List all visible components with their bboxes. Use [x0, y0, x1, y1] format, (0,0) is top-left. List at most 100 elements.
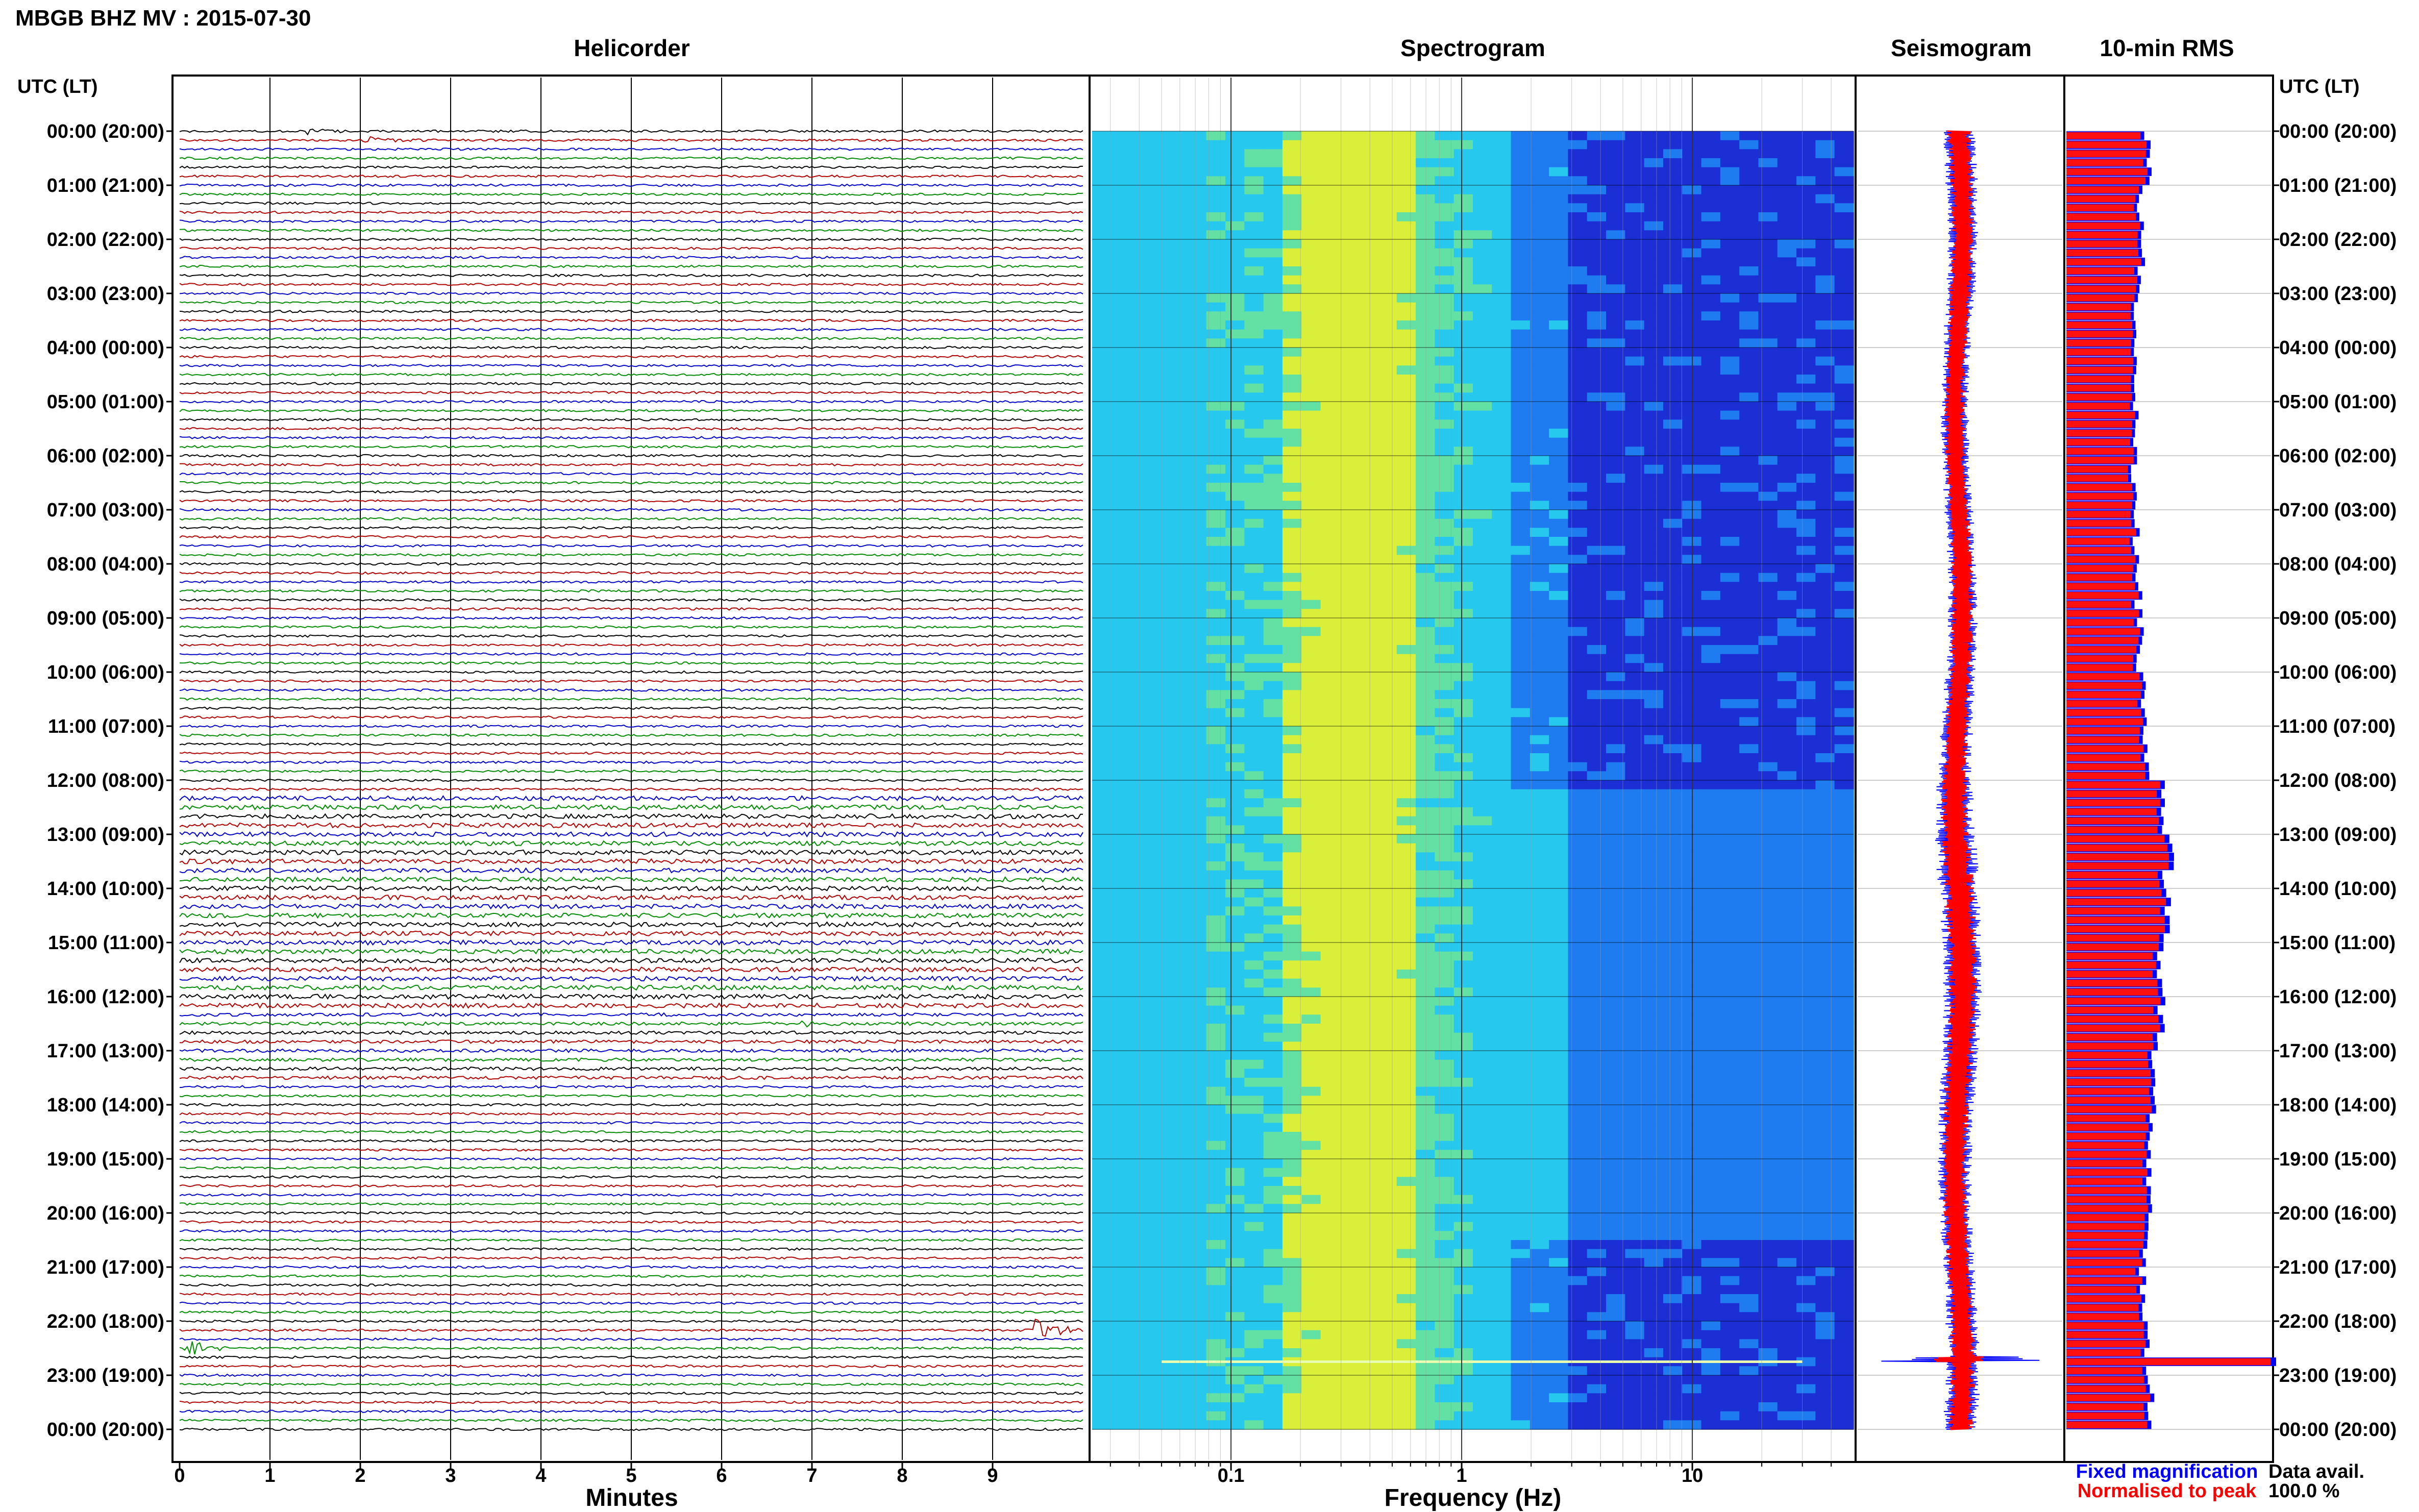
spectrogram-cell [1435, 167, 1454, 177]
spectrogram-cell [1473, 861, 1493, 871]
spectrogram-cell [1796, 879, 1816, 889]
spectrogram-cell [1663, 978, 1683, 988]
spectrogram-cell [1473, 1096, 1493, 1105]
helicorder-trace [179, 373, 1083, 377]
spectrogram-cell [1130, 1159, 1150, 1169]
spectrogram-cell [1396, 402, 1416, 411]
helicorder-trace [179, 499, 1083, 503]
spectrogram-cell [1301, 897, 1321, 907]
spectrogram-cell [1644, 582, 1664, 591]
spectrogram-cell [1758, 663, 1778, 673]
spectrogram-cell [1644, 852, 1664, 862]
spectrogram-cell [1168, 221, 1188, 231]
spectrogram-cell [1168, 1213, 1188, 1223]
spectrogram-cell [1244, 771, 1264, 781]
spectrogram-cell [1739, 293, 1759, 303]
spectrogram-cell [1111, 970, 1131, 979]
spectrogram-cell [1244, 1096, 1264, 1105]
spectrogram-cell [1606, 185, 1626, 195]
spectrogram-cell [1111, 1141, 1131, 1150]
spectrogram-cell [1359, 491, 1378, 501]
helicorder-trace [179, 903, 1083, 910]
spectrogram-cell [1815, 1159, 1835, 1169]
spectrogram-cell [1225, 717, 1245, 727]
spectrogram-cell [1568, 338, 1588, 348]
spectrogram-cell [1168, 897, 1188, 907]
spectrogram-cell [1834, 410, 1854, 420]
spectrogram-cell [1377, 1014, 1397, 1024]
spectrogram-cell [1796, 1123, 1816, 1132]
spectrogram-cell [1453, 762, 1473, 772]
spectrogram-cell [1796, 293, 1816, 303]
spectrogram-cell [1301, 1204, 1321, 1213]
helicorder-trace [179, 1400, 1083, 1404]
spectrogram-cell [1701, 897, 1721, 907]
spectrogram-cell [1453, 158, 1473, 168]
spectrogram-cell [1206, 753, 1226, 763]
spectrogram-cell [1301, 762, 1321, 772]
spectrogram-cell [1568, 320, 1588, 330]
spectrogram-cell [1206, 365, 1226, 375]
spectrogram-cell [1377, 185, 1397, 195]
spectrogram-cell [1111, 1005, 1131, 1015]
spectrogram-cell [1720, 419, 1740, 429]
spectrogram-cell [1492, 780, 1512, 790]
spectrogram-cell [1834, 437, 1854, 447]
spectrogram-cell [1549, 474, 1569, 483]
spectrogram-cell [1301, 1186, 1321, 1196]
spectrogram-cell [1739, 392, 1759, 402]
spectrogram-cell [1092, 1005, 1112, 1015]
spectrogram-cell [1529, 1150, 1549, 1159]
spectrogram-cell [1301, 771, 1321, 781]
spectrogram-cell [1529, 681, 1549, 690]
spectrogram-cell [1473, 518, 1493, 528]
spectrogram-cell [1739, 1078, 1759, 1087]
spectrogram-cell [1473, 266, 1493, 276]
spectrogram-cell [1244, 915, 1264, 925]
spectrogram-cell [1168, 167, 1188, 177]
spectrogram-cell [1796, 573, 1816, 582]
spectrogram-cell [1511, 708, 1531, 717]
spectrogram-cell [1492, 987, 1512, 997]
spectrogram-cell [1720, 203, 1740, 213]
spectrogram-cell [1701, 1141, 1721, 1150]
spectrogram-cell [1758, 392, 1778, 402]
spectrogram-cell [1377, 1195, 1397, 1204]
spectrogram-cell [1130, 582, 1150, 591]
spectrogram-cell [1092, 158, 1112, 168]
spectrogram-cell [1263, 383, 1283, 393]
spectrogram-cell [1111, 591, 1131, 601]
spectrogram-cell [1796, 1105, 1816, 1114]
spectrogram-cell [1644, 1141, 1664, 1150]
spectrogram-cell [1587, 140, 1607, 150]
spectrogram-cell [1263, 834, 1283, 844]
spectrogram-cell [1377, 1078, 1397, 1087]
spectrogram-cell [1453, 987, 1473, 997]
spectrogram-cell [1606, 798, 1626, 808]
spectrogram-cell [1739, 681, 1759, 690]
spectrogram-cell [1320, 609, 1340, 618]
spectrogram-cell [1644, 943, 1664, 952]
spectrogram-cell [1529, 1113, 1549, 1123]
spectrogram-cell [1529, 302, 1549, 312]
spectrogram-cell [1606, 537, 1626, 547]
spectrogram-cell [1206, 131, 1226, 141]
spectrogram-panel: 0.1 1 10 Frequency (Hz) [1089, 75, 1857, 1511]
spectrogram-cell [1511, 456, 1531, 465]
spectrogram-cell [1092, 708, 1112, 717]
spectrogram-cell [1453, 861, 1473, 871]
spectrogram-cell [1225, 816, 1245, 826]
spectrogram-cell [1492, 852, 1512, 862]
spectrogram-cell [1111, 943, 1131, 952]
spectrogram-cell [1244, 699, 1264, 709]
spectrogram-cell [1701, 816, 1721, 826]
spectrogram-cell [1092, 970, 1112, 979]
spectrogram-cell [1587, 474, 1607, 483]
spectrogram-cell [1377, 1123, 1397, 1132]
spectrogram-cell [1301, 320, 1321, 330]
spectrogram-cell [1396, 627, 1416, 636]
spectrogram-cell [1206, 239, 1226, 249]
spectrogram-cell [1320, 1086, 1340, 1096]
spectrogram-cell [1244, 365, 1264, 375]
spectrogram-cell [1663, 600, 1683, 609]
